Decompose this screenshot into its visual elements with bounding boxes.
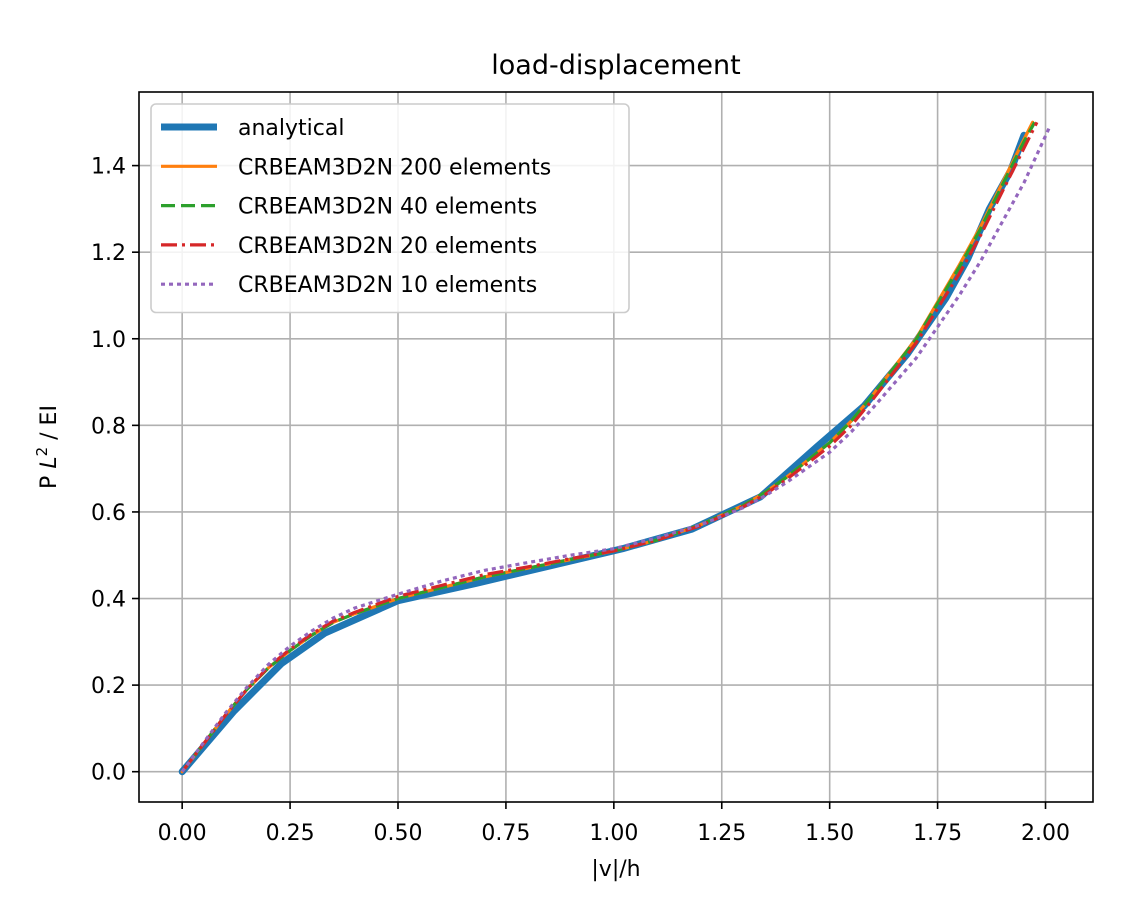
x-tick-label: 1.50 xyxy=(805,821,854,846)
series-layer xyxy=(178,120,1052,776)
legend-label: CRBEAM3D2N 10 elements xyxy=(238,273,537,298)
series-line-crbeam3d2n-20-elements xyxy=(180,121,1039,773)
series-line-crbeam3d2n-10-elements xyxy=(180,125,1052,773)
plot-frame xyxy=(138,91,1094,803)
x-tick-label: 0.50 xyxy=(374,821,423,846)
x-tick-label: 2.00 xyxy=(1021,821,1070,846)
y-tick-label: 0.2 xyxy=(91,674,126,699)
legend-label: CRBEAM3D2N 20 elements xyxy=(238,234,537,259)
y-tick-label: 0.6 xyxy=(91,501,126,526)
chart-title: load-displacement xyxy=(491,50,740,81)
x-tick-label: 1.25 xyxy=(697,821,746,846)
x-axis-label: |v|/h xyxy=(591,857,640,882)
x-tick-label: 0.75 xyxy=(481,821,530,846)
y-tick-label: 0.4 xyxy=(91,588,126,613)
legend-frame xyxy=(150,103,630,314)
y-tick-label: 1.2 xyxy=(91,241,126,266)
x-tick-label: 1.75 xyxy=(913,821,962,846)
legend-label: CRBEAM3D2N 200 elements xyxy=(238,155,551,180)
y-tick-label: 0.8 xyxy=(91,414,126,439)
y-axis-label: P L2 / EI xyxy=(33,405,62,489)
legend-label: CRBEAM3D2N 40 elements xyxy=(238,195,537,220)
x-tick-label: 1.00 xyxy=(589,821,638,846)
axis-ticks: 0.00 0.25 0.50 0.75 1.00 1.25 1.50 1.75 2.00 0.0 0… xyxy=(91,155,1070,846)
y-tick-label: 0.0 xyxy=(91,761,126,786)
y-tick-label: 1.0 xyxy=(91,328,126,353)
y-tick-label: 1.4 xyxy=(91,155,126,180)
legend-label: analytical xyxy=(238,116,344,141)
legend: analytical CRBEAM3D2N 200 elements CRBEAM3… xyxy=(150,103,630,314)
x-tick-label: 0.25 xyxy=(266,821,315,846)
x-tick-label: 0.00 xyxy=(158,821,207,846)
